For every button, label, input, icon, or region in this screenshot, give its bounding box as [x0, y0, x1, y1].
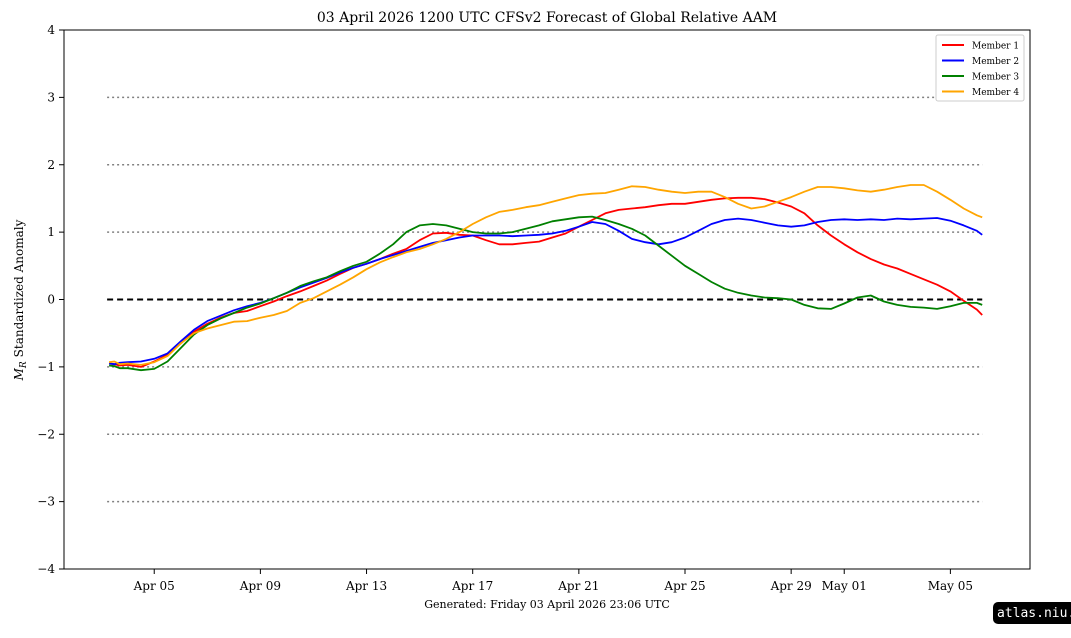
plot-area	[107, 96, 983, 503]
x-tick-label: Apr 21	[557, 579, 599, 593]
y-tick-label: 4	[47, 23, 55, 37]
y-axis-label: MR Standardized Anomaly	[12, 219, 29, 381]
x-tick-label: Apr 05	[133, 579, 175, 593]
y-tick-label: 0	[47, 293, 55, 307]
x-tick-label: Apr 17	[451, 579, 493, 593]
x-tick-label: Apr 13	[345, 579, 387, 593]
series-line-member-4	[108, 184, 983, 366]
legend-label: Member 3	[972, 73, 1019, 83]
y-tick-label: 2	[47, 158, 55, 172]
y-axis-label-text: Standardized Anomaly	[12, 219, 26, 357]
generated-timestamp: Generated: Friday 03 April 2026 23:06 UT…	[424, 598, 670, 611]
series-line-member-2	[108, 217, 983, 366]
watermark-badge[interactable]: atlas.niu.edu	[993, 602, 1071, 624]
y-tick-label: 3	[47, 90, 55, 104]
x-tick-label: May 05	[928, 579, 973, 593]
x-tick-label: May 01	[822, 579, 867, 593]
chart-title: 03 April 2026 1200 UTC CFSv2 Forecast of…	[317, 10, 777, 26]
legend: Member 1 Member 2 Member 3 Member 4	[935, 34, 1025, 102]
y-tick-label: −3	[37, 495, 55, 509]
watermark-text: atlas.niu.edu	[997, 606, 1071, 621]
series-line-member-3	[108, 215, 983, 372]
y-axis-label-symbol: M	[12, 367, 26, 381]
y-tick-label: −1	[37, 360, 55, 374]
x-tick-label: Apr 25	[663, 579, 705, 593]
watermark-background	[993, 602, 1071, 624]
legend-label: Member 2	[972, 57, 1019, 67]
legend-label: Member 4	[972, 88, 1019, 98]
x-tick-label: Apr 09	[239, 579, 281, 593]
x-tick-label: Apr 29	[770, 579, 812, 593]
y-tick-label: 1	[47, 225, 55, 239]
axes: 4 3 2 1 0 −1 −2 −3 −4 Apr 05 Apr 09 Apr 13 Apr 17 Apr…	[37, 23, 1031, 593]
y-tick-label: −2	[37, 427, 55, 441]
y-axis-label-subscript: R	[19, 361, 29, 369]
y-tick-label: −4	[37, 562, 55, 576]
legend-box	[935, 34, 1025, 102]
series-line-member-1	[108, 196, 983, 368]
svg-text:MRStandardized Anomaly: MR Standardized Anomaly	[12, 219, 29, 381]
legend-label: Member 1	[972, 42, 1019, 52]
